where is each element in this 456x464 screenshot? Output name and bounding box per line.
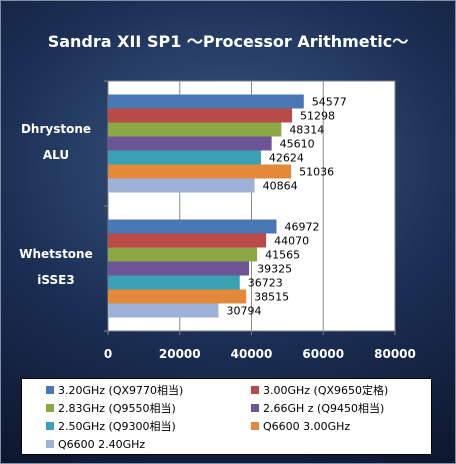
data-label: 44070 xyxy=(274,235,309,248)
bar xyxy=(108,108,293,123)
category-label-line: Dhrystone xyxy=(20,121,92,136)
legend-label: 2.83GHz (Q9550相当) xyxy=(58,402,176,415)
x-tick-label: 0 xyxy=(104,347,112,361)
data-label: 45610 xyxy=(280,138,315,151)
data-label: 46972 xyxy=(285,221,320,234)
bar xyxy=(108,164,292,179)
legend-entry: 2.50GHz (Q9300相当) xyxy=(46,418,176,434)
category-label: Dhrystone ALU xyxy=(11,116,101,168)
legend-entry: Q6600 3.00GHz xyxy=(251,418,350,434)
data-label: 48314 xyxy=(289,124,324,137)
data-label: 40864 xyxy=(263,180,298,193)
legend-swatch xyxy=(46,386,54,394)
legend-entry: 3.00GHz (QX9650定格) xyxy=(251,382,388,398)
bar xyxy=(108,233,267,248)
data-label: 36723 xyxy=(248,277,283,290)
x-tick-label: 80000 xyxy=(374,347,416,361)
bar xyxy=(108,247,258,262)
data-label: 30794 xyxy=(226,305,261,318)
bar xyxy=(108,303,219,318)
legend-label: 2.50GHz (Q9300相当) xyxy=(58,420,176,433)
x-tick-label: 40000 xyxy=(231,347,273,361)
bar xyxy=(108,261,250,276)
category-label: Whetstone iSSE3 xyxy=(11,241,101,293)
legend-swatch xyxy=(251,404,259,412)
chart-legend: 3.20GHz (QX9770相当) 3.00GHz (QX9650定格) 2.83… xyxy=(21,378,432,455)
data-label: 41565 xyxy=(265,249,300,262)
chart-title: Sandra XII SP1 ～Processor Arithmetic～ xyxy=(47,32,409,51)
bar xyxy=(108,150,261,165)
data-label: 54577 xyxy=(312,96,347,109)
legend-label: Q6600 2.40GHz xyxy=(58,437,146,451)
category-label-line: iSSE3 xyxy=(37,272,75,287)
legend-entry: 2.66GH z (Q9450相当) xyxy=(251,400,384,416)
category-label-line: Whetstone xyxy=(19,246,93,261)
legend-entry: Q6600 2.40GHz xyxy=(46,436,145,452)
bar xyxy=(108,94,304,109)
bar xyxy=(108,178,255,193)
bar xyxy=(108,136,272,151)
bar xyxy=(108,275,240,290)
legend-swatch xyxy=(46,440,54,448)
data-label: 51036 xyxy=(299,166,334,179)
legend-swatch xyxy=(46,404,54,412)
x-tick-label: 60000 xyxy=(302,347,344,361)
data-label: 42624 xyxy=(269,152,304,165)
legend-label: 3.20GHz (QX9770相当) xyxy=(58,384,184,397)
legend-swatch xyxy=(251,422,259,430)
bar xyxy=(108,122,282,137)
legend-entry: 2.83GHz (Q9550相当) xyxy=(46,400,176,416)
data-label: 51298 xyxy=(300,110,335,123)
legend-entry: 3.20GHz (QX9770相当) xyxy=(46,382,183,398)
bar xyxy=(108,289,247,304)
legend-label: Q6600 3.00GHz xyxy=(263,419,351,433)
data-label: 38515 xyxy=(254,291,289,304)
legend-label: 3.00GHz (QX9650定格) xyxy=(263,384,389,397)
legend-swatch xyxy=(251,386,259,394)
legend-label: 2.66GH z (Q9450相当) xyxy=(263,402,385,415)
bar xyxy=(108,219,277,234)
x-tick-label: 20000 xyxy=(159,347,201,361)
legend-swatch xyxy=(46,422,54,430)
data-label: 39325 xyxy=(257,263,292,276)
category-label-line: ALU xyxy=(42,147,70,162)
